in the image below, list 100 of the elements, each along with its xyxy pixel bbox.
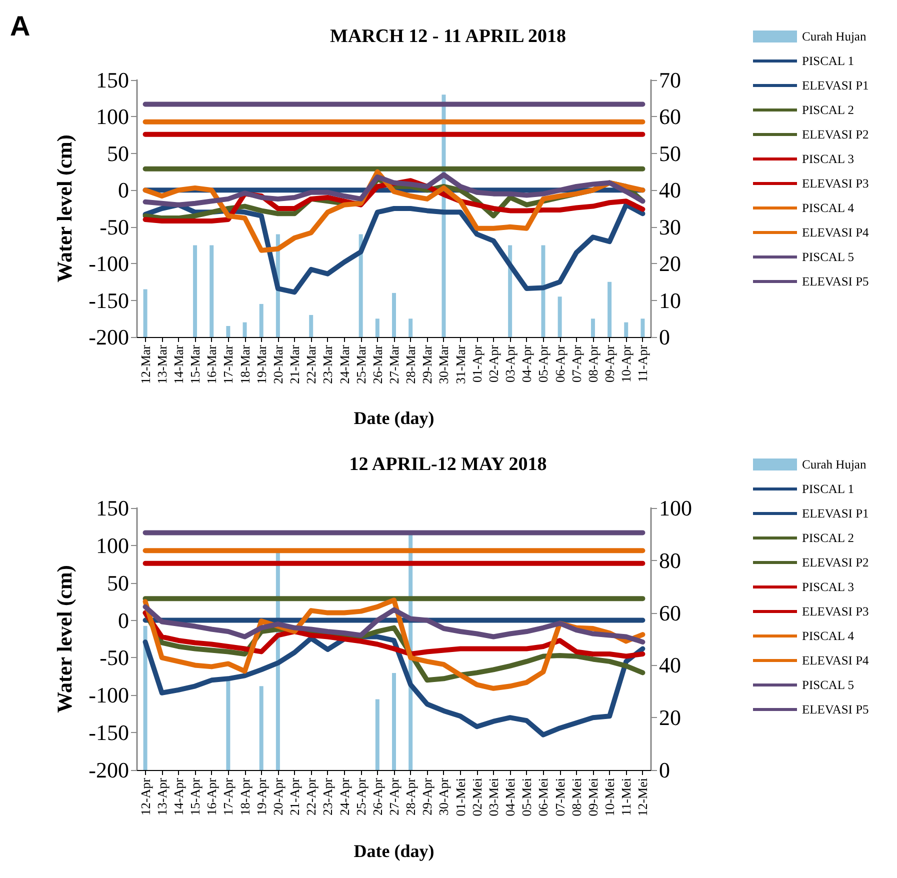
x-tick-label: 05-Apr <box>536 344 551 383</box>
y-tick-label: -200 <box>88 758 129 782</box>
x-tick-label: 27-Apr <box>386 777 402 816</box>
x-tick-label: 07-Apr <box>568 344 584 383</box>
x-axis-title: Date (day) <box>354 408 434 428</box>
x-tick-label: 16-Apr <box>204 777 220 816</box>
x-tick-label: 06-Mei <box>536 778 551 816</box>
x-tick-label: 29-Mar <box>420 344 435 384</box>
y-tick-label: -150 <box>88 720 129 746</box>
y-tick-label: -150 <box>88 288 129 313</box>
x-tick-label: 18-Mar <box>237 344 252 384</box>
x-tick-label: 12-Mar <box>138 344 153 384</box>
legend-label: PISCAL 1 <box>802 54 854 68</box>
legend-label: ELEVASI P1 <box>802 506 869 520</box>
y-tick-label: 150 <box>96 68 129 92</box>
legend-label: ELEVASI P3 <box>802 176 869 190</box>
y-tick-label: -200 <box>88 324 129 350</box>
x-tick-label: 28-Apr <box>403 777 418 816</box>
y2-tick-label: 20 <box>659 251 681 276</box>
x-tick-label: 09-Mei <box>585 778 600 816</box>
bar <box>392 292 396 337</box>
x-tick-label: 21-Apr <box>287 777 302 816</box>
bar <box>226 326 230 337</box>
y2-tick-label: 20 <box>659 705 681 730</box>
x-tick-label: 18-Apr <box>237 777 252 816</box>
x-tick-label: 19-Mar <box>254 344 269 384</box>
bar <box>392 673 396 770</box>
y-tick-label: 0 <box>118 608 129 633</box>
y2-tick-label: 80 <box>659 548 681 573</box>
x-tick-label: 02-Mei <box>469 778 484 816</box>
y-tick-label: 50 <box>107 570 129 596</box>
legend-label: ELEVASI P1 <box>802 78 869 92</box>
x-tick-label: 17-Apr <box>220 777 236 816</box>
x-tick-label: 12-Apr <box>138 777 153 816</box>
legend-label: ELEVASI P5 <box>802 702 869 716</box>
x-tick-label: 05-Mei <box>519 778 534 816</box>
x-tick-label: 21-Mar <box>287 344 302 384</box>
legend-label: PISCAL 5 <box>802 678 854 692</box>
x-tick-label: 26-Apr <box>370 777 385 816</box>
bar <box>226 680 230 770</box>
x-tick-label: 16-Mar <box>204 344 220 384</box>
bar <box>558 296 562 337</box>
x-tick-label: 14-Apr <box>170 777 186 816</box>
y-tick-label: -100 <box>88 251 129 276</box>
x-tick-label: 11-Mei <box>618 778 634 816</box>
legend-label: PISCAL 3 <box>802 580 854 594</box>
legend-label: PISCAL 3 <box>802 152 854 166</box>
bar <box>259 304 264 337</box>
x-tick-label: 13-Mar <box>154 344 170 384</box>
x-tick-label: 06-Apr <box>552 344 568 383</box>
x-tick-label: 22-Apr <box>304 777 319 816</box>
bar <box>375 699 380 770</box>
x-tick-label: 31-Mar <box>452 344 468 384</box>
x-tick-label: 30-Apr <box>436 777 452 816</box>
x-tick-label: 19-Apr <box>254 777 269 816</box>
x-tick-label: 15-Mar <box>188 344 203 384</box>
x-tick-label: 11-Apr <box>635 344 650 382</box>
x-tick-label: 03-Mei <box>486 778 501 816</box>
x-tick-label: 25-Apr <box>353 777 368 816</box>
legend-label: PISCAL 2 <box>802 103 854 117</box>
y-tick-label: 100 <box>96 104 129 130</box>
y-axis-title: Water level (cm) <box>52 565 76 713</box>
bar <box>590 318 595 337</box>
y2-tick-label: 40 <box>659 652 681 678</box>
bar <box>210 245 214 337</box>
x-tick-label: 12-Mei <box>635 778 650 816</box>
x-tick-label: 20-Apr <box>270 777 286 816</box>
x-tick-label: 26-Mar <box>370 344 385 384</box>
y-tick-label: 0 <box>118 178 129 203</box>
bar <box>143 289 148 337</box>
x-tick-label: 23-Apr <box>320 777 336 816</box>
bar <box>358 234 363 337</box>
x-tick-label: 17-Mar <box>220 344 236 384</box>
x-tick-label: 10-Apr <box>618 344 634 383</box>
y-tick-label: 150 <box>96 496 129 520</box>
bar <box>624 322 628 337</box>
y2-tick-label: 70 <box>659 68 681 92</box>
x-tick-label: 08-Mei <box>568 778 584 816</box>
x-tick-label: 15-Apr <box>188 777 203 816</box>
x-axis-title: Date (day) <box>354 841 434 861</box>
y2-tick-label: 0 <box>659 324 670 350</box>
x-tick-label: 01-Apr <box>469 344 484 383</box>
x-tick-label: 28-Mar <box>403 344 418 384</box>
bar <box>193 245 198 337</box>
y-tick-label: -100 <box>88 682 129 708</box>
bar <box>608 282 612 337</box>
legend-label: PISCAL 5 <box>802 250 854 264</box>
legend-label: PISCAL 2 <box>802 531 854 545</box>
x-tick-label: 04-Apr <box>519 344 534 383</box>
x-tick-label: 01-Mei <box>452 778 468 816</box>
bar <box>408 318 413 337</box>
x-tick-label: 27-Mar <box>386 344 402 384</box>
chart-title: 12 APRIL-12 MAY 2018 <box>349 454 547 475</box>
legend-label: ELEVASI P2 <box>802 128 869 142</box>
text: A <box>10 10 30 42</box>
y-tick-label: -50 <box>100 214 129 240</box>
legend-label: ELEVASI P5 <box>802 274 869 288</box>
x-tick-label: 30-Mar <box>436 344 452 384</box>
x-tick-label: 08-Apr <box>585 344 600 383</box>
x-tick-label: 03-Apr <box>502 344 518 383</box>
